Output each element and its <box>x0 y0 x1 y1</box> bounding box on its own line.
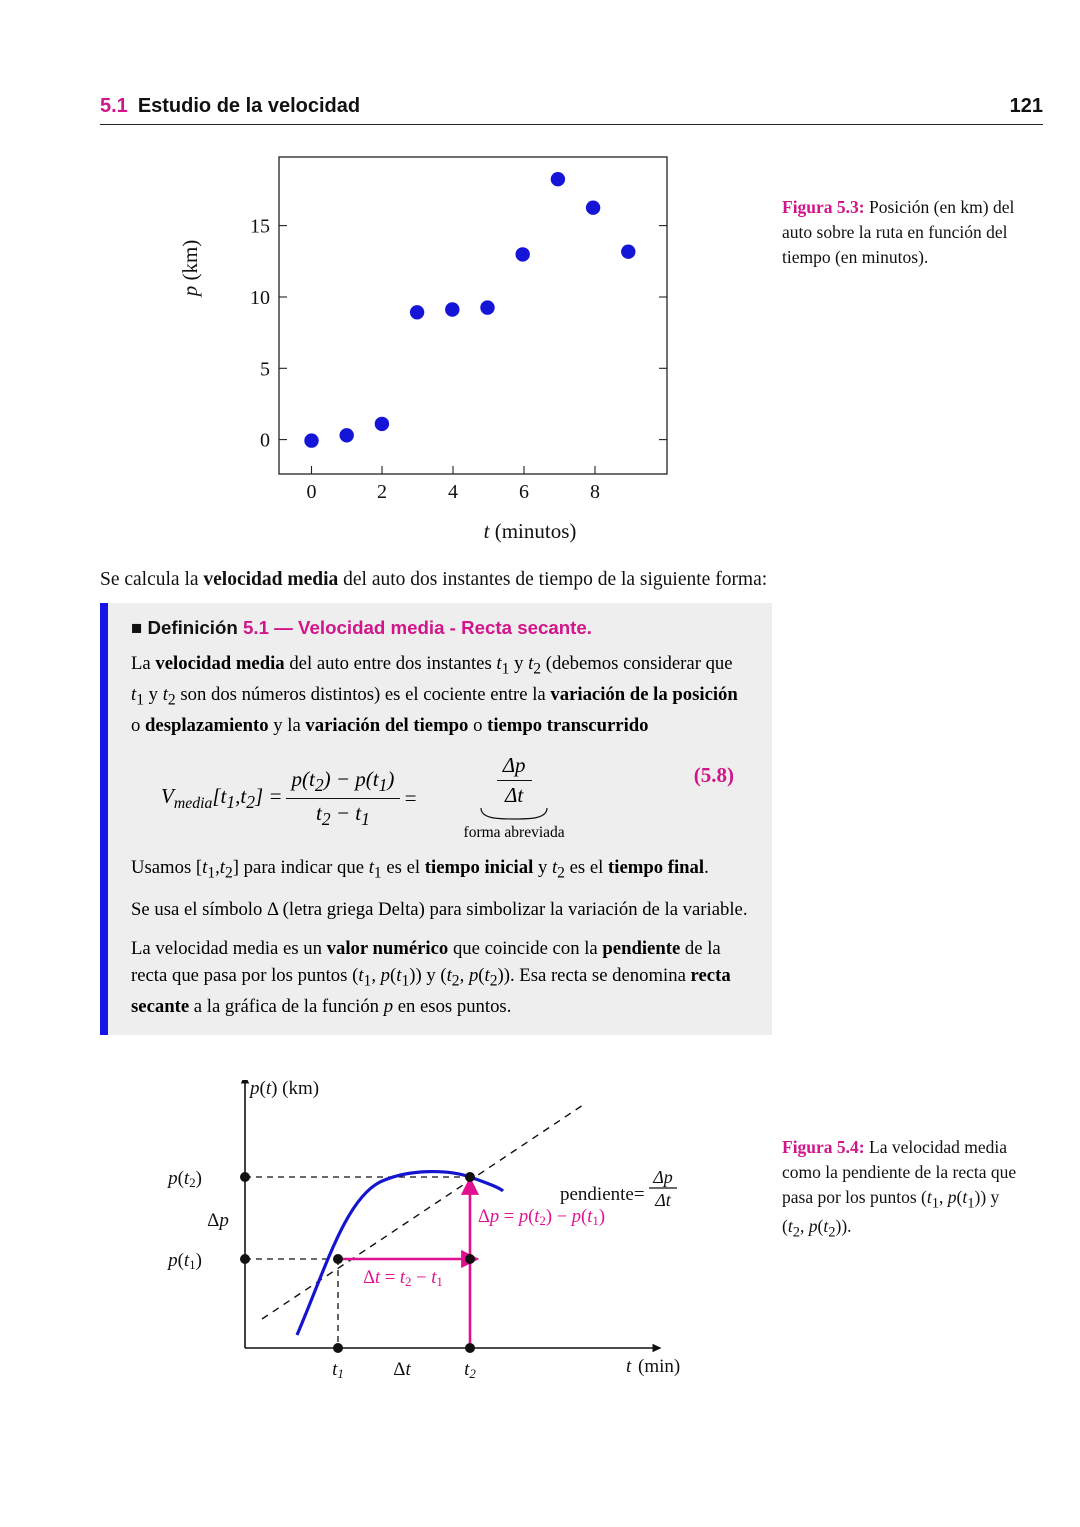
svg-text:(min): (min) <box>638 1356 680 1377</box>
svg-text:15: 15 <box>250 216 270 238</box>
svg-text:Δt: Δt <box>654 1190 672 1210</box>
svg-text:8: 8 <box>590 481 600 503</box>
svg-text:5: 5 <box>260 358 270 380</box>
svg-text:0: 0 <box>260 430 270 452</box>
svg-text:p(t1): p(t1) <box>166 1250 202 1272</box>
svg-text:Δp = p(t2) − p(t1): Δp = p(t2) − p(t1) <box>478 1207 605 1228</box>
svg-text:6: 6 <box>519 481 529 503</box>
svg-text:Δp: Δp <box>652 1167 673 1187</box>
svg-text:t2: t2 <box>464 1359 476 1381</box>
svg-text:p(t) (km): p(t) (km) <box>248 1080 319 1099</box>
svg-text:p (km): p (km) <box>178 240 202 299</box>
svg-text:0: 0 <box>307 481 317 503</box>
svg-text:4: 4 <box>448 481 458 503</box>
svg-text:t: t <box>626 1356 632 1377</box>
svg-text:t (minutos): t (minutos) <box>484 519 577 543</box>
svg-text:Δt = t2 − t1: Δt = t2 − t1 <box>363 1268 443 1289</box>
svg-text:pendiente=: pendiente= <box>560 1184 645 1205</box>
svg-text:Δp: Δp <box>207 1210 229 1231</box>
svg-text:t1: t1 <box>332 1359 344 1381</box>
svg-text:p(t2): p(t2) <box>166 1168 202 1190</box>
svg-text:2: 2 <box>377 481 387 503</box>
svg-text:Δt: Δt <box>393 1359 411 1380</box>
svg-text:10: 10 <box>250 287 270 309</box>
